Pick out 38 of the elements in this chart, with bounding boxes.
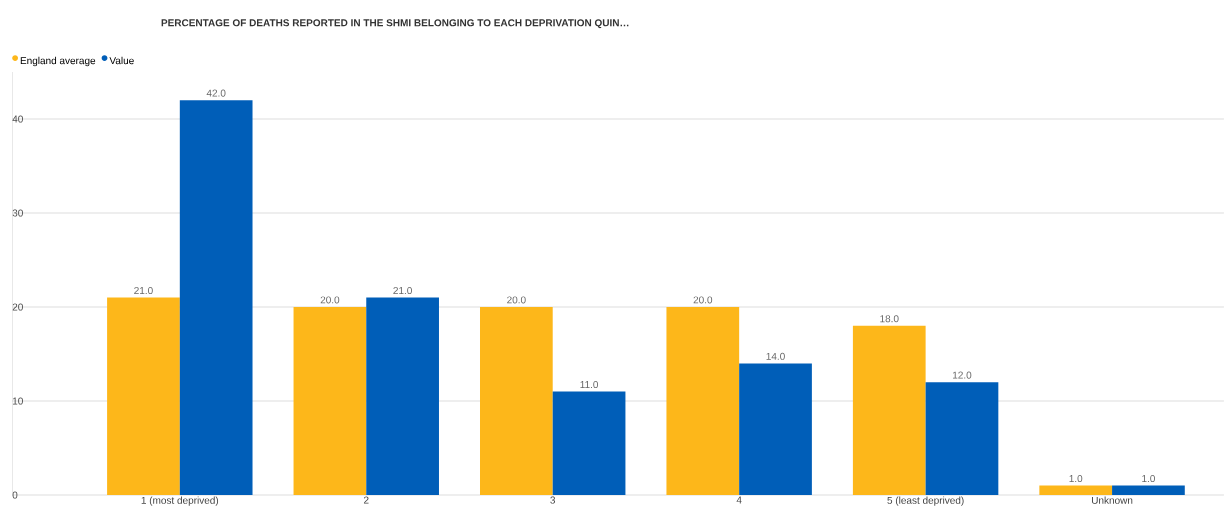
bar: [480, 307, 553, 495]
legend-label: Value: [109, 56, 134, 65]
data-label: 21.0: [393, 286, 412, 295]
data-label: 20.0: [507, 296, 526, 304]
x-tick-label: Unknown: [1091, 496, 1133, 504]
bar: [1112, 485, 1185, 495]
legend-label: England average: [20, 56, 96, 67]
y-tick-label: 0: [12, 491, 18, 499]
bar: [666, 307, 740, 495]
y-tick-label: 30: [12, 209, 23, 217]
x-tick-label: 2: [363, 496, 369, 504]
bar: [293, 307, 367, 495]
data-label: 14.0: [766, 352, 785, 360]
data-label: 11.0: [580, 380, 599, 389]
x-tick-label: 1 (most deprived): [141, 496, 219, 506]
bar: [739, 363, 812, 495]
data-label: 42.0: [206, 89, 226, 97]
y-tick-label: 20: [12, 303, 23, 311]
data-label: 1.0: [1069, 474, 1083, 483]
x-tick-label: 3: [550, 496, 556, 504]
y-tick-label: 10: [12, 397, 23, 405]
bar: [107, 297, 180, 495]
bar: [366, 297, 439, 495]
bar: [925, 382, 999, 495]
data-label: 20.0: [320, 296, 340, 304]
x-tick-label: 4: [736, 496, 742, 504]
data-label: 20.0: [693, 296, 713, 304]
bar: [179, 100, 253, 495]
bar: [1039, 485, 1113, 495]
data-label: 18.0: [880, 315, 899, 323]
bar: [852, 325, 926, 495]
x-tick-label: 5 (least deprived): [887, 496, 964, 506]
chart-title: PERCENTAGE OF DEATHS REPORTED IN THE SHMI BELONGING TO EACH DEPRIVATION QUIN…: [161, 19, 629, 29]
data-label: 21.0: [134, 286, 153, 295]
data-label: 12.0: [953, 371, 972, 379]
y-tick-label: 40: [12, 115, 23, 123]
bar: [552, 391, 626, 495]
data-label: 1.0: [1142, 474, 1155, 483]
